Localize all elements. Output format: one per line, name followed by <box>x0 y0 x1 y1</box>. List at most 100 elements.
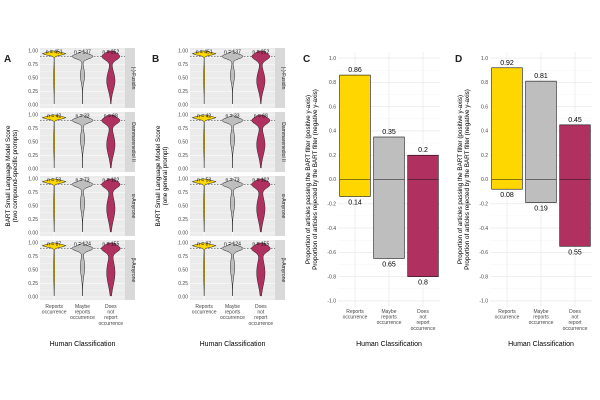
data-label-negative: 0.19 <box>534 206 548 213</box>
y-tick-label: 1.0 <box>481 56 488 62</box>
y-tick-label: -1.0 <box>479 299 488 305</box>
violin-2 <box>251 50 271 105</box>
n-label: n = 451 <box>196 50 213 56</box>
n-label: n = 68 <box>104 114 118 120</box>
n-label: n = 155 <box>102 242 119 248</box>
n-label: n = 53 <box>47 178 61 184</box>
violin-0 <box>191 50 217 105</box>
data-label-negative: 0.14 <box>348 200 362 207</box>
panel-c: Proportion of articles passing the BART … <box>305 52 440 348</box>
y-tick-label: 0.75 <box>28 254 38 260</box>
facet-label: β-Amyrone <box>130 258 136 283</box>
x-category-label: Maybe reports occurrence <box>529 309 554 326</box>
n-label: n = 451 <box>46 50 63 56</box>
n-label: n = 73 <box>225 178 239 184</box>
x-category-label: Does not report occurrence <box>563 309 588 332</box>
violin-0 <box>41 242 67 297</box>
x-category-label-line: occurrence <box>529 320 554 326</box>
violin-0 <box>41 114 67 169</box>
data-label-negative: 0.65 <box>382 261 396 268</box>
n-label: n = 252 <box>102 50 119 56</box>
y-tick-label: 1.00 <box>28 49 38 55</box>
x-category-label-line: not <box>107 310 115 316</box>
x-category-label-line: report <box>568 320 582 326</box>
facet-3: 0.00 0.25 0.50 0.75 1.00 n = 87 n = 124 n = 155… <box>178 240 286 301</box>
y-tick-label: 0.50 <box>178 204 188 210</box>
y-tick-label: -0.2 <box>327 201 336 207</box>
violin-1 <box>221 242 244 297</box>
panel-b: BART Small Language Model Score(one gene… <box>155 48 286 348</box>
x-category-label-line: Maybe <box>225 304 240 310</box>
y-tick-label: 0.25 <box>28 89 38 95</box>
y-axis-label-line: Proportion of articles rejected by the B… <box>464 89 471 270</box>
n-label: n = 33 <box>225 114 239 120</box>
y-tick-label: 0.75 <box>178 254 188 260</box>
y-tick-label: 0.75 <box>178 62 188 68</box>
n-label: n = 252 <box>252 50 269 56</box>
violin-2 <box>101 50 121 105</box>
y-tick-label: -0.6 <box>479 250 488 256</box>
data-label-negative: 0.8 <box>418 280 428 287</box>
y-tick-label: 0.75 <box>28 62 38 68</box>
y-tick-label: 0.25 <box>178 281 188 287</box>
violin-2 <box>251 242 271 297</box>
facet-strip <box>275 112 285 172</box>
x-category-label-line: occurrence <box>220 315 245 321</box>
y-tick-label: 0.75 <box>28 126 38 132</box>
n-label: n = 102 <box>102 178 119 184</box>
x-category-label-line: occurrence <box>495 315 520 321</box>
y-axis-label: BART Small Language Model Score(one gene… <box>155 125 169 226</box>
x-category-label-line: Does <box>417 309 429 315</box>
x-category-label-line: reports <box>75 310 91 316</box>
bar-1 <box>373 136 405 259</box>
facet-2: 0.00 0.25 0.50 0.75 1.00 n = 53 n = 73 n = 102 α… <box>178 176 286 237</box>
facet-strip <box>125 176 135 236</box>
x-category-label-line: occurrence <box>411 326 436 332</box>
n-label: n = 137 <box>74 50 91 56</box>
violin-1 <box>221 114 244 168</box>
y-tick-label: 1.0 <box>329 56 336 62</box>
x-category-label-line: occurrence <box>248 321 273 327</box>
y-axis-label-line: BART Small Language Model Score <box>5 125 12 226</box>
facet-strip <box>275 240 285 300</box>
y-axis-label: Proportion of articles passing the BART … <box>305 89 319 270</box>
x-category-label: Reports occurrence <box>42 304 67 316</box>
data-label-positive: 0.35 <box>382 129 396 136</box>
n-label: n = 42 <box>47 114 61 120</box>
y-tick-label: 0.00 <box>28 167 38 173</box>
y-tick-label: 0.50 <box>28 140 38 146</box>
x-axis-label: Human Classification <box>200 341 266 348</box>
x-category-label-line: reports <box>381 315 397 321</box>
n-label: n = 42 <box>197 114 211 120</box>
y-tick-label: 0.25 <box>178 89 188 95</box>
x-category-label-line: Reports <box>45 304 63 310</box>
violin-0 <box>41 50 67 105</box>
facet-strip <box>125 48 135 108</box>
violin-2 <box>101 242 121 297</box>
y-tick-label: 0.50 <box>28 204 38 210</box>
y-tick-label: 0.2 <box>329 153 336 159</box>
y-tick-label: 0.50 <box>28 76 38 82</box>
y-tick-label: 0.0 <box>329 177 336 183</box>
violin-2 <box>251 114 271 169</box>
n-label: n = 102 <box>252 178 269 184</box>
x-category-label-line: Maybe <box>381 309 396 315</box>
y-axis-label-line: BART Small Language Model Score <box>155 125 162 226</box>
x-category-label-line: not <box>420 315 428 321</box>
y-tick-label: 0.2 <box>481 153 488 159</box>
x-category-label-line: Does <box>105 304 117 310</box>
facet-strip <box>275 48 285 108</box>
panel-letter-b: B <box>152 54 159 65</box>
y-tick-label: 0.25 <box>28 153 38 159</box>
x-category-label-line: Reports <box>195 304 213 310</box>
y-tick-label: 0.00 <box>178 231 188 237</box>
bar-2 <box>407 154 439 277</box>
facet-label: (-)-Fusidin <box>280 67 286 90</box>
x-category-label-line: not <box>572 315 580 321</box>
x-category-label-line: reports <box>225 310 241 316</box>
facet-label: (-)-Fusidin <box>130 67 136 90</box>
y-tick-label: -0.4 <box>327 226 336 232</box>
y-tick-label: 1.00 <box>28 241 38 247</box>
x-category-label: Maybe reports occurrence <box>220 304 245 321</box>
